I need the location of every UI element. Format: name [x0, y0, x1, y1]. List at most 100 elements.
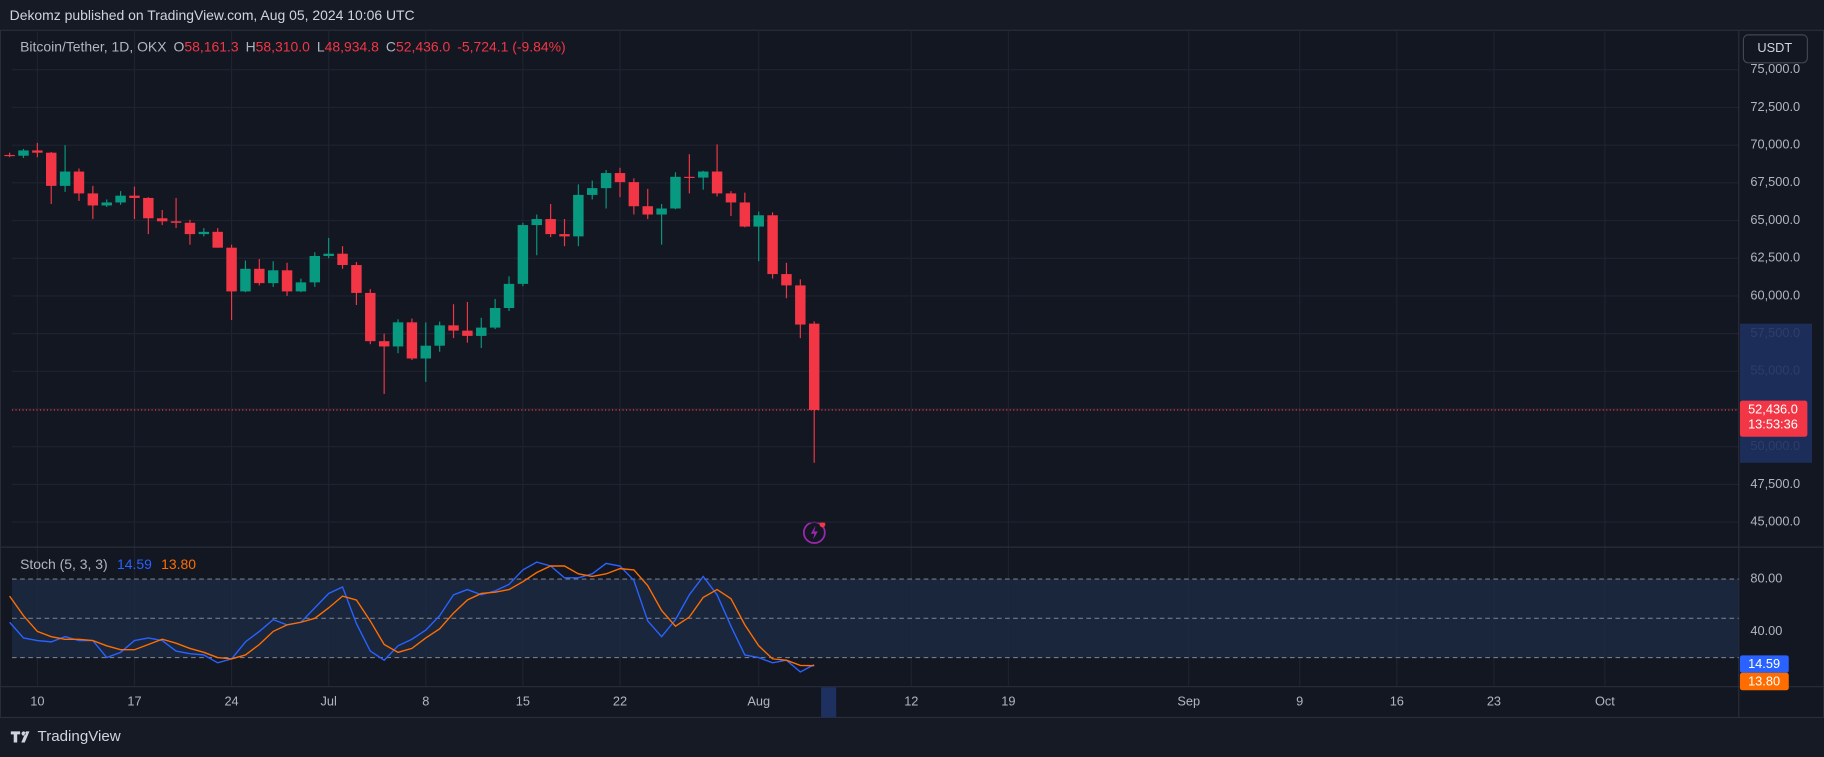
candle-body: [628, 182, 640, 207]
stoch-badge-label: 13.80: [1748, 673, 1780, 688]
currency-label[interactable]: USDT: [1757, 40, 1792, 55]
axis-range-highlight: [1739, 323, 1813, 463]
currency-button[interactable]: [1742, 34, 1808, 64]
next-bar-highlight: [821, 687, 837, 718]
y-tick-label: 75,000.0: [1750, 61, 1800, 76]
x-tick-label: Aug: [747, 694, 770, 709]
legend-text: 14.59: [117, 556, 152, 572]
candle-body: [351, 265, 362, 293]
candle-body: [73, 171, 85, 194]
candle-body: [739, 202, 751, 227]
stoch-line: [9, 561, 815, 673]
x-tick-label: 9: [1296, 694, 1303, 709]
candle-body: [753, 215, 764, 227]
candle-body: [503, 283, 515, 308]
candle-body: [281, 270, 293, 292]
candle-body: [545, 219, 556, 235]
candle-body: [18, 150, 29, 156]
x-tick-label: 16: [1390, 694, 1404, 709]
bar-countdown: 13:53:36: [1748, 416, 1798, 431]
x-tick-label: Sep: [1177, 694, 1200, 709]
candle-body: [337, 253, 348, 266]
candle-body: [559, 234, 570, 237]
candle-body: [795, 285, 806, 325]
x-tick-label: 10: [30, 694, 44, 709]
candle-body: [267, 270, 279, 284]
candle-body: [198, 231, 210, 235]
legend-text: H: [246, 38, 256, 54]
candle-body: [711, 171, 723, 194]
x-tick-label: 8: [422, 694, 429, 709]
x-tick-label: 15: [516, 694, 530, 709]
legend-text: 52,436.0: [396, 38, 451, 54]
candle-body: [448, 325, 459, 331]
grid: [11, 30, 1739, 687]
legend-text: O: [174, 38, 185, 54]
x-tick-label: 23: [1487, 694, 1501, 709]
candle-body: [226, 247, 237, 292]
candle-body: [684, 176, 695, 178]
y-tick-label: 80.00: [1750, 570, 1782, 585]
candle-body: [143, 197, 154, 219]
legend-text: C: [386, 38, 396, 54]
x-tick-label: Oct: [1595, 694, 1615, 709]
stoch-badge: [1739, 655, 1789, 673]
candle-body: [101, 202, 112, 206]
candle-body: [309, 255, 321, 283]
candle-body: [115, 195, 126, 203]
legend-text: 13.80: [161, 556, 196, 572]
x-tick-label: 19: [1001, 694, 1015, 709]
brand-name: TradingView: [38, 728, 121, 745]
candle-body: [45, 152, 57, 186]
candle-body: [600, 173, 612, 189]
candle-body: [725, 193, 737, 203]
last-price-label: 52,436.0: [1748, 401, 1798, 416]
candle-body: [434, 325, 445, 346]
publish-header: Dekomz published on TradingView.com, Aug…: [10, 7, 415, 23]
candle-body: [254, 268, 265, 284]
candle-body: [531, 219, 542, 226]
y-tick-label: 45,000.0: [1750, 513, 1800, 528]
legend-text: Bitcoin/Tether, 1D, OKX: [20, 38, 166, 54]
stoch-line: [9, 565, 815, 667]
candle-body: [212, 231, 223, 248]
candle-body: [476, 327, 487, 336]
y-tick-label: 70,000.0: [1750, 137, 1800, 152]
candle-body: [392, 322, 404, 347]
candle-body: [4, 154, 15, 157]
candle-body: [462, 330, 473, 336]
candle-body: [184, 222, 196, 235]
x-tick-label: 24: [224, 694, 238, 709]
candle-body: [573, 194, 584, 237]
y-tick-label: 67,500.0: [1750, 174, 1800, 189]
candle-body: [587, 188, 598, 195]
y-tick-label: 40.00: [1750, 623, 1782, 638]
candle-body: [670, 176, 681, 209]
candle-body: [642, 206, 653, 215]
legend-text: 48,934.8: [325, 38, 380, 54]
y-tick-label: 60,000.0: [1750, 287, 1800, 302]
candle-body: [129, 195, 140, 198]
legend-text: Stoch (5, 3, 3): [20, 556, 108, 572]
last-price-badge: [1739, 400, 1808, 437]
candle-body: [614, 173, 626, 183]
candle-body: [240, 268, 251, 292]
candle-body: [517, 225, 529, 284]
x-tick-label: 17: [127, 694, 141, 709]
candle-body: [767, 215, 778, 275]
brand-logo: [10, 731, 30, 743]
y-tick-label: 62,500.0: [1750, 250, 1800, 265]
y-tick-label: 65,000.0: [1750, 212, 1800, 227]
candle-body: [323, 253, 334, 256]
candle-body: [170, 221, 182, 223]
x-tick-label: 22: [613, 694, 627, 709]
candle-body: [656, 208, 667, 215]
x-tick-label: Jul: [321, 694, 337, 709]
candle-body: [781, 274, 792, 286]
candle-body: [697, 171, 709, 178]
candle-body: [808, 323, 820, 410]
y-tick-label: 72,500.0: [1750, 99, 1800, 114]
stoch-badge: [1739, 672, 1789, 691]
